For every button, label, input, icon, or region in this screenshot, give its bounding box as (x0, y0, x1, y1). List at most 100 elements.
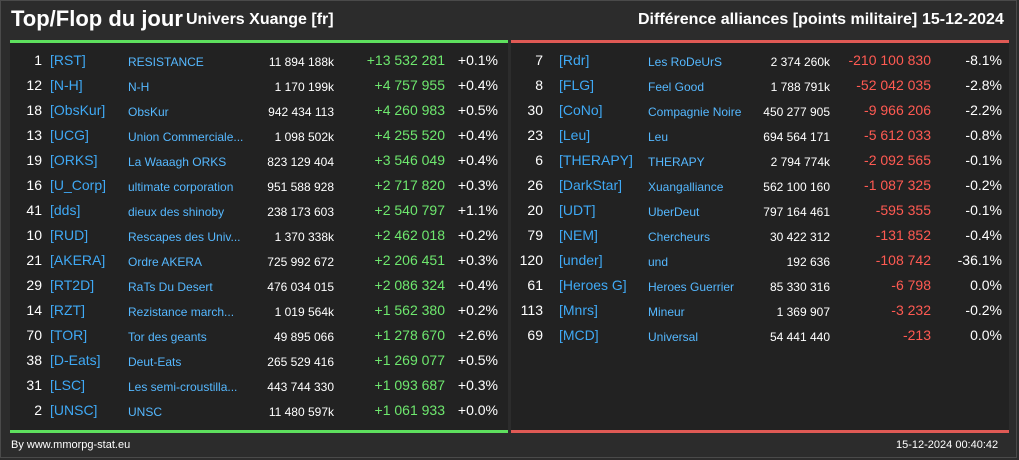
alliance-name[interactable]: Ordre AKERA (128, 255, 203, 269)
alliance-tag[interactable]: [CoNo] (559, 102, 603, 118)
alliance-name[interactable]: THERAPY (648, 155, 705, 169)
alliance-tag[interactable]: [Mnrs] (559, 302, 598, 318)
alliance-tag[interactable]: [LSC] (50, 377, 86, 393)
alliance-rank: 120 (519, 252, 543, 268)
alliance-percent: +0.1% (457, 52, 498, 68)
alliance-tag[interactable]: [AKERA] (50, 252, 106, 268)
alliance-name[interactable]: Tor des geants (128, 330, 207, 344)
table-row: 18 [ObsKur] ObsKur 942 434 113 +4 260 983 +0.… (10, 99, 508, 124)
table-row: 6 [THERAPY] THERAPY 2 794 774k -2 092 565 -0.… (511, 149, 1009, 174)
alliance-name[interactable]: Xuangalliance (648, 180, 724, 194)
alliance-points: 694 564 171 (763, 130, 830, 144)
alliance-tag[interactable]: [UNSC] (50, 402, 98, 418)
alliance-name[interactable]: Leu (648, 130, 669, 144)
alliance-diff: +3 546 049 (374, 152, 445, 168)
alliance-diff: +2 206 451 (374, 252, 445, 268)
alliance-tag[interactable]: [Heroes G] (559, 277, 627, 293)
alliance-points: 1 098 502k (274, 130, 334, 144)
alliance-points: 1 370 338k (274, 230, 334, 244)
alliance-tag[interactable]: [UDT] (559, 202, 596, 218)
alliance-name[interactable]: dieux des shinoby (128, 205, 225, 219)
alliance-diff: +2 717 820 (374, 177, 445, 193)
alliance-points: 725 992 672 (267, 255, 334, 269)
alliance-tag[interactable]: [ORKS] (50, 152, 98, 168)
alliance-diff: -595 355 (875, 202, 931, 218)
alliance-diff: +1 061 933 (374, 402, 445, 418)
alliance-percent: -0.1% (965, 202, 1002, 218)
alliance-name[interactable]: RESISTANCE (128, 55, 204, 69)
alliance-diff: -6 798 (891, 277, 931, 293)
alliance-percent: +0.4% (457, 77, 498, 93)
alliance-tag[interactable]: [MCD] (559, 327, 599, 343)
alliance-tag[interactable]: [RZT] (50, 302, 85, 318)
alliance-points: 1 369 907 (776, 305, 830, 319)
alliance-tag[interactable]: [FLG] (559, 77, 595, 93)
alliance-tag[interactable]: [D-Eats] (50, 352, 101, 368)
alliance-percent: +0.4% (457, 277, 498, 293)
page-title: Top/Flop du jour (11, 6, 183, 31)
alliance-name[interactable]: Rescapes des Univ... (128, 230, 241, 244)
alliance-name[interactable]: Mineur (648, 305, 685, 319)
alliance-name[interactable]: UberDeut (648, 205, 700, 219)
alliance-diff: -5 612 033 (864, 127, 931, 143)
alliance-name[interactable]: Heroes Guerrier (648, 280, 735, 294)
alliance-diff: -131 852 (875, 227, 931, 243)
alliance-name[interactable]: Union Commerciale... (128, 130, 244, 144)
alliance-tag[interactable]: [under] (559, 252, 603, 268)
alliance-name[interactable]: Chercheurs (648, 230, 711, 244)
alliance-name[interactable]: La Waaagh ORKS (128, 155, 227, 169)
table-row: 14 [RZT] Rezistance march... 1 019 564k +1 5… (10, 299, 508, 324)
alliance-tag[interactable]: [NEM] (559, 227, 598, 243)
alliance-percent: +0.5% (457, 102, 498, 118)
alliance-name[interactable]: Deut-Eats (128, 355, 182, 369)
alliance-tag[interactable]: [Leu] (559, 127, 591, 143)
alliance-name[interactable]: Universal (648, 330, 699, 344)
flop-list: 7 [Rdr] Les RoDeUrS 2 374 260k -210 100 830 -… (511, 49, 1009, 349)
alliance-tag[interactable]: [RUD] (50, 227, 89, 243)
alliance-name[interactable]: RaTs Du Desert (128, 280, 213, 294)
alliance-tag[interactable]: [ObsKur] (50, 102, 106, 118)
header: Top/Flop du jour Univers Xuange [fr] Dif… (0, 0, 1019, 38)
alliance-name[interactable]: UNSC (128, 405, 163, 419)
category-label: Différence alliances [points militaire] (638, 11, 918, 28)
alliance-name[interactable]: Compagnie Noire (648, 105, 742, 119)
alliance-diff: +4 260 983 (374, 102, 445, 118)
universe-label: Univers Xuange [fr] (186, 11, 334, 28)
alliance-tag[interactable]: [THERAPY] (559, 152, 633, 168)
alliance-diff: +2 540 797 (374, 202, 445, 218)
table-row: 31 [LSC] Les semi-croustilla... 443 744 330… (10, 374, 508, 399)
alliance-diff: -210 100 830 (848, 52, 931, 68)
alliance-percent: +0.3% (457, 177, 498, 193)
alliance-points: 2 794 774k (770, 155, 830, 169)
alliance-tag[interactable]: [UCG] (50, 127, 89, 143)
alliance-name[interactable]: und (648, 255, 669, 269)
alliance-name[interactable]: Rezistance march... (128, 305, 235, 319)
alliance-rank: 70 (26, 327, 42, 343)
alliance-points: 443 744 330 (267, 380, 334, 394)
table-row: 13 [UCG] Union Commerciale... 1 098 502k +4 … (10, 124, 508, 149)
alliance-rank: 14 (26, 302, 42, 318)
alliance-tag[interactable]: [N-H] (50, 77, 83, 93)
alliance-tag[interactable]: [TOR] (50, 327, 88, 343)
alliance-name[interactable]: ultimate corporation (128, 180, 234, 194)
alliance-name[interactable]: Les semi-croustilla... (128, 380, 238, 394)
alliance-name[interactable]: Feel Good (648, 80, 705, 94)
alliance-percent: 0.0% (970, 277, 1002, 293)
alliance-name[interactable]: N-H (128, 80, 150, 94)
alliance-tag[interactable]: [RT2D] (50, 277, 95, 293)
alliance-name[interactable]: ObsKur (128, 105, 169, 119)
alliance-percent: +0.3% (457, 377, 498, 393)
alliance-points: 54 441 440 (769, 330, 830, 344)
alliance-diff: +1 562 380 (374, 302, 445, 318)
alliance-tag[interactable]: [RST] (50, 52, 86, 68)
alliance-points: 265 529 416 (267, 355, 334, 369)
alliance-rank: 13 (26, 127, 42, 143)
alliance-rank: 69 (527, 327, 543, 343)
alliance-tag[interactable]: [U_Corp] (50, 177, 107, 193)
alliance-name[interactable]: Les RoDeUrS (648, 55, 723, 69)
alliance-tag[interactable]: [dds] (50, 202, 81, 218)
alliance-points: 797 164 461 (763, 205, 830, 219)
alliance-tag[interactable]: [DarkStar] (559, 177, 623, 193)
alliance-tag[interactable]: [Rdr] (559, 52, 590, 68)
top-list: 1 [RST] RESISTANCE 11 894 188k +13 532 281 +0… (10, 49, 508, 424)
